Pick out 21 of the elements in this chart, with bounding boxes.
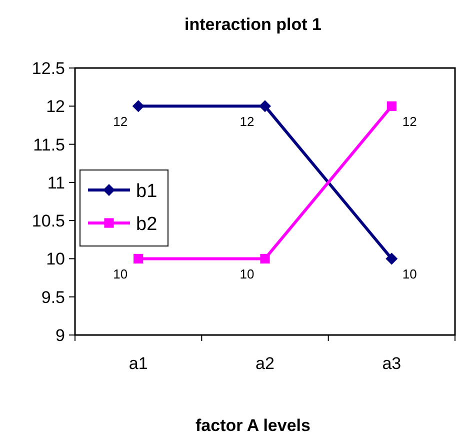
y-tick-label: 11 xyxy=(47,173,65,192)
data-label: 12 xyxy=(113,114,128,130)
x-tick-label: a1 xyxy=(128,354,148,373)
data-label: 10 xyxy=(113,266,128,282)
y-tick-label: 9 xyxy=(56,326,65,345)
x-tick-label: a3 xyxy=(382,354,402,373)
y-tick-label: 10 xyxy=(46,250,65,269)
y-tick-label: 12.5 xyxy=(32,59,65,78)
legend-label: b1 xyxy=(136,181,158,202)
legend-label: b2 xyxy=(136,214,158,235)
chart-title: interaction plot 1 xyxy=(184,15,322,34)
y-tick-label: 9.5 xyxy=(41,288,65,307)
data-label: 10 xyxy=(402,266,417,282)
y-tick-label: 11.5 xyxy=(33,135,65,154)
data-label: 10 xyxy=(240,266,254,282)
data-label: 12 xyxy=(240,114,254,130)
x-axis-title: factor A levels xyxy=(196,416,310,435)
data-label: 12 xyxy=(402,114,417,130)
y-tick-label: 10.5 xyxy=(32,212,65,231)
x-tick-label: a2 xyxy=(256,354,274,373)
y-tick-label: 12 xyxy=(46,97,65,116)
